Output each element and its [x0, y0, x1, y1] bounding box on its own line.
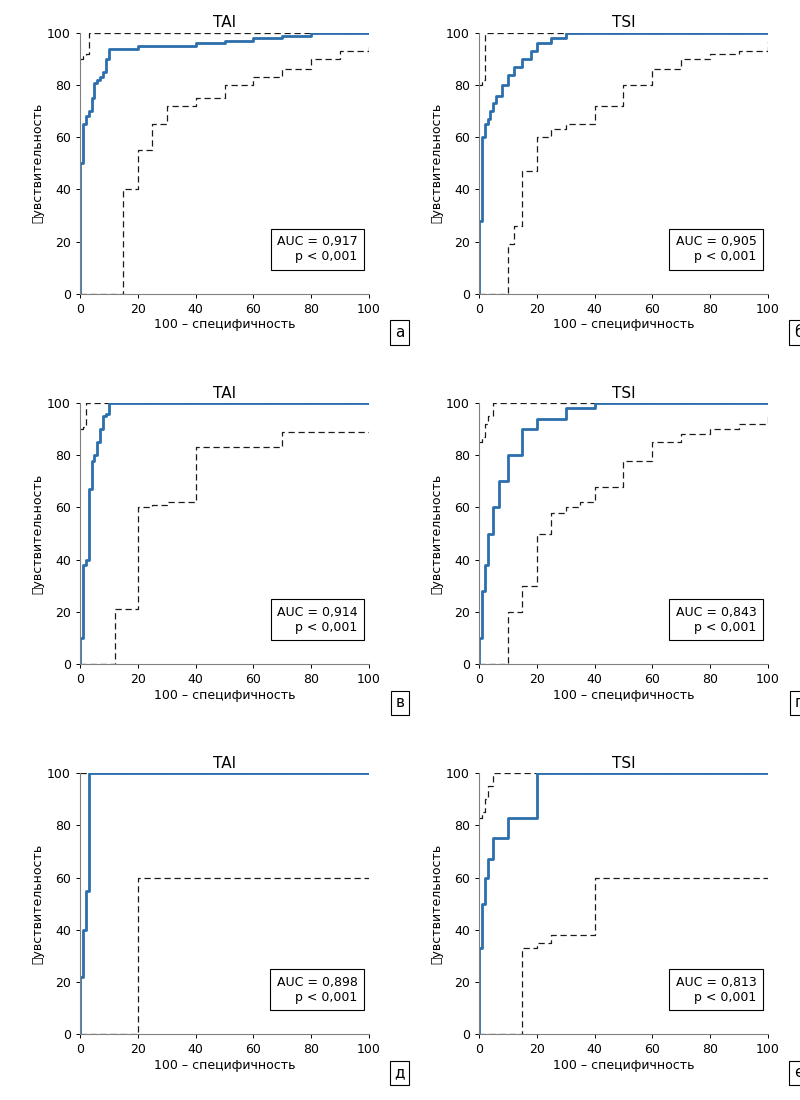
- Text: б: б: [794, 326, 800, 340]
- Y-axis label: 䉾увствительность: 䉾увствительность: [31, 844, 44, 964]
- Text: AUC = 0,914
p < 0,001: AUC = 0,914 p < 0,001: [277, 605, 358, 634]
- Text: а: а: [395, 326, 404, 340]
- Text: AUC = 0,898
p < 0,001: AUC = 0,898 p < 0,001: [277, 976, 358, 1003]
- Title: TSI: TSI: [612, 386, 635, 400]
- Text: AUC = 0,843
p < 0,001: AUC = 0,843 p < 0,001: [676, 605, 757, 634]
- Y-axis label: 䉾увствительность: 䉾увствительность: [430, 103, 443, 223]
- X-axis label: 100 – специфичность: 100 – специфичность: [154, 1059, 295, 1071]
- Text: AUC = 0,917
p < 0,001: AUC = 0,917 p < 0,001: [277, 235, 358, 263]
- Text: в: в: [395, 695, 404, 711]
- Y-axis label: 䉾увствительность: 䉾увствительность: [31, 103, 44, 223]
- Text: AUC = 0,813
p < 0,001: AUC = 0,813 p < 0,001: [676, 976, 757, 1003]
- X-axis label: 100 – специфичность: 100 – специфичность: [553, 319, 694, 331]
- Text: д: д: [394, 1066, 405, 1080]
- Text: г: г: [794, 695, 800, 711]
- Text: е: е: [794, 1066, 800, 1080]
- Title: TAI: TAI: [213, 756, 236, 771]
- Y-axis label: 䉾увствительность: 䉾увствительность: [31, 473, 44, 594]
- X-axis label: 100 – специфичность: 100 – специфичность: [553, 1059, 694, 1071]
- X-axis label: 100 – специфичность: 100 – специфичность: [154, 689, 295, 702]
- Text: AUC = 0,905
p < 0,001: AUC = 0,905 p < 0,001: [675, 235, 757, 263]
- Title: TAI: TAI: [213, 15, 236, 31]
- Title: TSI: TSI: [612, 15, 635, 31]
- X-axis label: 100 – специфичность: 100 – специфичность: [154, 319, 295, 331]
- Title: TSI: TSI: [612, 756, 635, 771]
- Title: TAI: TAI: [213, 386, 236, 400]
- X-axis label: 100 – специфичность: 100 – специфичность: [553, 689, 694, 702]
- Y-axis label: 䉾увствительность: 䉾увствительность: [430, 473, 443, 594]
- Y-axis label: 䉾увствительность: 䉾увствительность: [430, 844, 443, 964]
